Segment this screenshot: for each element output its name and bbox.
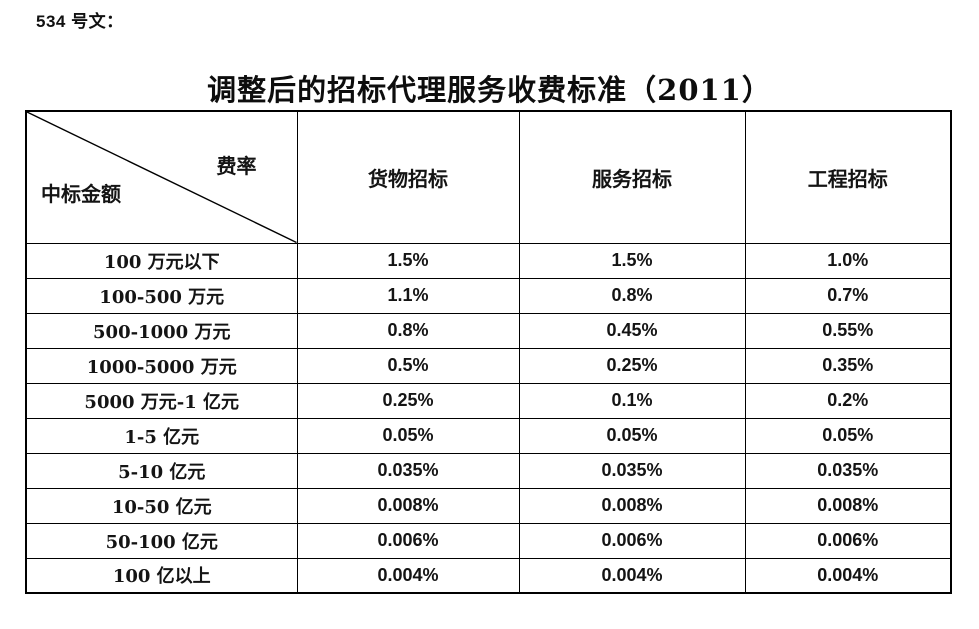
rate-value-cell: 0.8% bbox=[518, 277, 746, 314]
document-number-label: 534 号文： bbox=[36, 12, 124, 31]
header-row: 费率 中标金额 货物招标 服务招标 工程招标 bbox=[25, 110, 952, 244]
amount-range-cell: 5-10 亿元 bbox=[25, 452, 298, 489]
corner-label-rate: 费率 bbox=[216, 154, 257, 178]
rate-value-cell: 1.1% bbox=[296, 277, 520, 314]
rate-value-cell: 0.006% bbox=[296, 522, 520, 559]
amount-range-cell: 100 亿以上 bbox=[25, 557, 298, 594]
amount-range-cell: 1-5 亿元 bbox=[25, 417, 298, 454]
rate-value-cell: 0.8% bbox=[296, 312, 520, 349]
corner-header-cell: 费率 中标金额 bbox=[25, 110, 298, 244]
table-row: 50-100 亿元 0.006% 0.006% 0.006% bbox=[25, 522, 952, 559]
table-row: 500-1000 万元 0.8% 0.45% 0.55% bbox=[25, 312, 952, 349]
table-body: 100 万元以下 1.5% 1.5% 1.0% 100-500 万元 1.1% 0.8% 0.… bbox=[25, 242, 952, 594]
diagonal-divider-line bbox=[27, 112, 297, 243]
rate-value-cell: 0.45% bbox=[518, 312, 746, 349]
rate-value-cell: 0.008% bbox=[744, 487, 952, 524]
rate-value-cell: 0.25% bbox=[518, 347, 746, 384]
page-title: 调整后的招标代理服务收费标准（2011） bbox=[207, 73, 772, 108]
rate-value-cell: 0.004% bbox=[744, 557, 952, 594]
rate-value-cell: 1.0% bbox=[744, 242, 952, 279]
table-row: 5-10 亿元 0.035% 0.035% 0.035% bbox=[25, 452, 952, 489]
rate-value-cell: 1.5% bbox=[518, 242, 746, 279]
rate-value-cell: 0.05% bbox=[518, 417, 746, 454]
rate-value-cell: 0.008% bbox=[296, 487, 520, 524]
rate-value-cell: 0.035% bbox=[296, 452, 520, 489]
rate-value-cell: 0.006% bbox=[518, 522, 746, 559]
table-row: 1000-5000 万元 0.5% 0.25% 0.35% bbox=[25, 347, 952, 384]
amount-range-cell: 500-1000 万元 bbox=[25, 312, 298, 349]
rate-value-cell: 0.55% bbox=[744, 312, 952, 349]
rate-value-cell: 0.7% bbox=[744, 277, 952, 314]
table-row: 10-50 亿元 0.008% 0.008% 0.008% bbox=[25, 487, 952, 524]
rate-value-cell: 0.008% bbox=[518, 487, 746, 524]
rate-value-cell: 0.035% bbox=[518, 452, 746, 489]
amount-range-cell: 50-100 亿元 bbox=[25, 522, 298, 559]
rate-value-cell: 0.5% bbox=[296, 347, 520, 384]
rate-value-cell: 1.5% bbox=[296, 242, 520, 279]
rate-value-cell: 0.004% bbox=[296, 557, 520, 594]
rate-value-cell: 0.05% bbox=[296, 417, 520, 454]
table-row: 100 万元以下 1.5% 1.5% 1.0% bbox=[25, 242, 952, 279]
amount-range-cell: 10-50 亿元 bbox=[25, 487, 298, 524]
rate-value-cell: 0.05% bbox=[744, 417, 952, 454]
rate-value-cell: 0.004% bbox=[518, 557, 746, 594]
rate-value-cell: 0.25% bbox=[296, 382, 520, 419]
table-header: 费率 中标金额 货物招标 服务招标 工程招标 bbox=[25, 110, 952, 244]
column-header-engineering: 工程招标 bbox=[744, 110, 952, 244]
amount-range-cell: 1000-5000 万元 bbox=[25, 347, 298, 384]
amount-range-cell: 100 万元以下 bbox=[25, 242, 298, 279]
rate-value-cell: 0.2% bbox=[744, 382, 952, 419]
amount-range-cell: 100-500 万元 bbox=[25, 277, 298, 314]
table-row: 100-500 万元 1.1% 0.8% 0.7% bbox=[25, 277, 952, 314]
rate-value-cell: 0.006% bbox=[744, 522, 952, 559]
rate-value-cell: 0.1% bbox=[518, 382, 746, 419]
amount-range-cell: 5000 万元-1 亿元 bbox=[25, 382, 298, 419]
column-header-services: 服务招标 bbox=[518, 110, 746, 244]
column-header-goods: 货物招标 bbox=[296, 110, 520, 244]
table-row: 100 亿以上 0.004% 0.004% 0.004% bbox=[25, 557, 952, 594]
fee-rate-table: 费率 中标金额 货物招标 服务招标 工程招标 100 万元以下 1.5% 1.5% 1… bbox=[25, 110, 952, 594]
rate-value-cell: 0.035% bbox=[744, 452, 952, 489]
corner-label-amount: 中标金额 bbox=[41, 181, 121, 206]
table-row: 5000 万元-1 亿元 0.25% 0.1% 0.2% bbox=[25, 382, 952, 419]
table-row: 1-5 亿元 0.05% 0.05% 0.05% bbox=[25, 417, 952, 454]
rate-value-cell: 0.35% bbox=[744, 347, 952, 384]
